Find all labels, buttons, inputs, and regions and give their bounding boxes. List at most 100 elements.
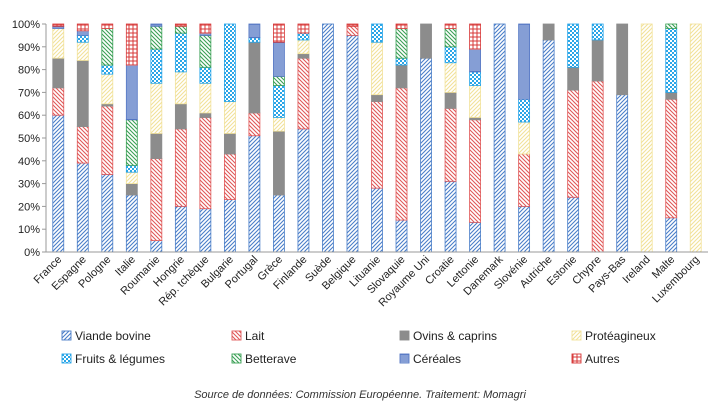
bar-stack <box>322 23 334 253</box>
bar-segment <box>125 171 138 184</box>
legend-swatch <box>61 353 72 364</box>
bar-segment <box>444 23 457 29</box>
bar-stack <box>273 23 285 253</box>
bar-segment <box>591 23 604 41</box>
bar-stack <box>689 23 702 253</box>
bar-segment <box>125 183 138 196</box>
bar-segment <box>395 28 408 59</box>
bar-segment <box>444 46 457 64</box>
legend-label: Viande bovine <box>75 329 151 343</box>
bar-segment <box>371 187 383 253</box>
bar-segment <box>444 92 457 109</box>
bar-segment <box>567 196 580 253</box>
bar-segment <box>76 126 89 164</box>
bar-segment <box>346 23 359 27</box>
bar-segment <box>518 205 531 253</box>
bar-segment <box>52 114 65 253</box>
bar-stack <box>76 23 89 253</box>
bar-stack <box>567 23 580 253</box>
bar-segment <box>150 23 163 27</box>
bar-segment <box>248 37 261 43</box>
bar-segment <box>273 76 285 86</box>
bar-stack <box>444 23 457 253</box>
bar-segment <box>395 219 408 253</box>
source-note: Source de données: Commission Européenne… <box>194 389 526 401</box>
bar-segment <box>174 32 187 73</box>
bar-stack <box>640 23 653 253</box>
legend-swatch <box>399 330 410 341</box>
bar-stack <box>297 23 310 253</box>
bar-segment <box>444 28 457 48</box>
legend-label: Fruits & légumes <box>75 352 165 366</box>
legend-label: Betterave <box>245 352 297 366</box>
bar-segment <box>248 112 261 137</box>
bar-segment <box>469 71 481 86</box>
bar-segment <box>101 105 114 175</box>
bar-segment <box>567 89 580 198</box>
bar-segment <box>665 98 678 219</box>
bar-segment <box>150 48 163 84</box>
bar-segment <box>125 64 138 121</box>
bar-segment <box>542 23 555 41</box>
bar-segment <box>199 117 212 210</box>
bar-segment <box>248 41 261 114</box>
bar-stack <box>101 23 114 253</box>
bar-segment <box>199 23 212 34</box>
bar-segment <box>371 94 383 102</box>
bar-segment <box>297 23 310 34</box>
bar-segment <box>616 94 629 253</box>
bar-segment <box>76 41 89 61</box>
bar-segment <box>248 23 261 39</box>
bar-segment <box>665 28 678 93</box>
bar-segment <box>76 23 89 32</box>
bar-segment <box>689 23 702 253</box>
bar-segment <box>518 98 531 123</box>
bar-segment <box>125 164 138 173</box>
bar-segment <box>567 66 580 91</box>
bar-segment <box>223 101 236 134</box>
bar-segment <box>395 57 408 66</box>
bar-segment <box>273 130 285 196</box>
bar-stack <box>542 23 555 253</box>
bar-segment <box>125 23 138 66</box>
legend-swatch <box>399 353 410 364</box>
legend-label: Ovins & caprins <box>413 329 497 343</box>
bar-segment <box>371 101 383 189</box>
y-axis: 0% 10% 20% 30% 40% 50% 60% 70% 80% 90% 100% <box>12 19 47 259</box>
bar-segment <box>297 53 310 59</box>
y-tick-label: 80% <box>18 65 40 77</box>
legend-item: Ovins & caprins <box>399 329 497 343</box>
legend-item: Autres <box>571 352 620 366</box>
bar-segment <box>297 39 310 55</box>
bar-stack <box>469 23 481 253</box>
y-tick-label: 70% <box>18 87 40 99</box>
bar-segment <box>395 23 408 29</box>
bar-segment <box>395 87 408 221</box>
bar-stack <box>223 23 236 253</box>
legend-label: Céréales <box>413 352 461 366</box>
bar-segment <box>444 107 457 182</box>
bar-segment <box>76 162 89 253</box>
y-tick-label: 60% <box>18 110 40 122</box>
bar-segment <box>199 82 212 114</box>
bar-segment <box>223 199 236 253</box>
bar-stack <box>174 23 187 253</box>
bar-segment <box>591 39 604 82</box>
bar-segment <box>248 135 261 253</box>
legend-swatch <box>571 353 582 364</box>
bar-segment <box>665 92 678 100</box>
bar-segment <box>52 23 65 27</box>
legend-swatch <box>231 353 242 364</box>
y-tick-label: 90% <box>18 42 40 54</box>
bar-stack <box>420 23 432 253</box>
bar-segment <box>150 25 163 50</box>
bar-segment <box>125 119 138 166</box>
bar-segment <box>640 23 653 253</box>
bar-stack <box>371 23 383 253</box>
bar-segment <box>444 180 457 253</box>
bar-segment <box>395 64 408 89</box>
bar-segment <box>174 71 187 105</box>
legend-item: Betterave <box>231 352 297 366</box>
legend-item: Lait <box>231 329 265 343</box>
